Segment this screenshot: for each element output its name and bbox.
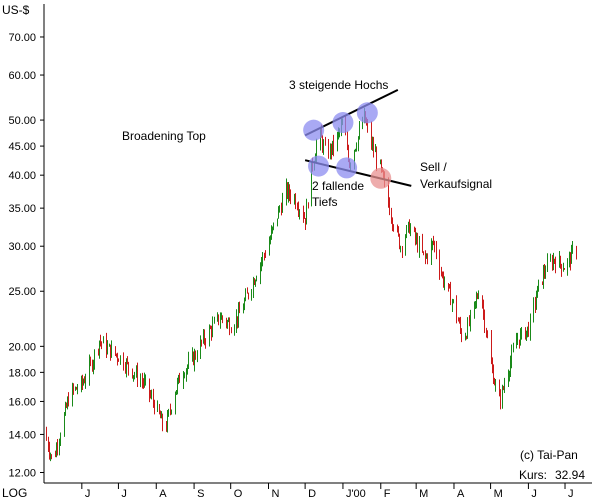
annotation-sell-2: Verkaufsignal [420, 177, 492, 191]
annotation-falling-lows-2: Tiefs [312, 195, 338, 209]
x-tick-label: A [159, 488, 167, 500]
y-tick-label: 16.00 [8, 396, 36, 408]
axes [43, 4, 592, 484]
y-ticks: 70.00 60.00 50.00 45.00 40.00 35.00 30.00 25.00… [8, 32, 44, 479]
price-value: 32.94 [555, 468, 585, 482]
annotation-sell-1: Sell / [420, 160, 447, 174]
x-tick-label: M [419, 488, 428, 500]
y-tick-label: 50.00 [8, 115, 36, 127]
y-axis-label: US-$ [2, 3, 30, 17]
highlight-circle [308, 155, 330, 177]
y-tick-label: 60.00 [8, 70, 36, 82]
price-label: Kurs: [519, 468, 547, 482]
x-ticks: J J A S O N D J'00 F M A M J J [81, 483, 574, 500]
y-tick-label: 45.00 [8, 141, 36, 153]
highlight-circles [303, 102, 392, 189]
x-tick-label: J [85, 488, 91, 500]
highlight-circle [336, 157, 358, 179]
x-tick-label: J [568, 488, 574, 500]
highlight-circle [356, 102, 378, 124]
x-tick-label: F [384, 488, 391, 500]
y-tick-label: 35.00 [8, 203, 36, 215]
x-tick-label: N [272, 488, 280, 500]
x-tick-label: J'00 [346, 488, 366, 500]
source-label: (c) Tai-Pan [520, 448, 578, 462]
y-tick-label: 14.00 [8, 429, 36, 441]
highlight-circle [370, 167, 392, 189]
annotation-broadening-top: Broadening Top [122, 129, 206, 143]
y-tick-label: 70.00 [8, 32, 36, 44]
x-tick-label: M [494, 488, 503, 500]
y-tick-label: 12.00 [8, 467, 36, 479]
y-tick-label: 40.00 [8, 170, 36, 182]
y-tick-label: 18.00 [8, 367, 36, 379]
highlight-circle [332, 112, 354, 134]
y-tick-label: 20.00 [8, 341, 36, 353]
log-scale-label: LOG [2, 486, 27, 500]
x-tick-label: A [457, 488, 465, 500]
annotation-rising-highs: 3 steigende Hochs [289, 78, 388, 92]
x-tick-label: S [197, 488, 204, 500]
x-tick-label: J [121, 488, 127, 500]
x-tick-label: D [308, 488, 316, 500]
highlight-circle [303, 119, 325, 141]
annotation-falling-lows-1: 2 fallende [312, 179, 364, 193]
x-tick-label: O [234, 488, 243, 500]
x-tick-label: J [531, 488, 537, 500]
y-tick-label: 25.00 [8, 286, 36, 298]
y-tick-label: 30.00 [8, 241, 36, 253]
